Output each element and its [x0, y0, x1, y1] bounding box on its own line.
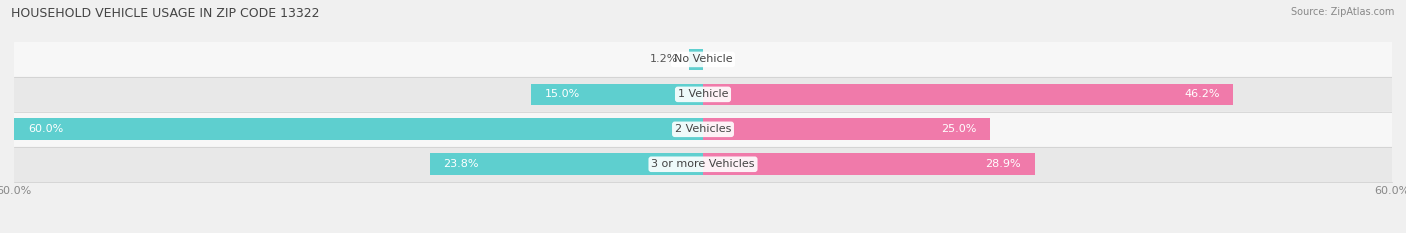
Text: HOUSEHOLD VEHICLE USAGE IN ZIP CODE 13322: HOUSEHOLD VEHICLE USAGE IN ZIP CODE 1332… — [11, 7, 319, 20]
Text: 23.8%: 23.8% — [443, 159, 479, 169]
Text: 28.9%: 28.9% — [986, 159, 1021, 169]
Text: 3 or more Vehicles: 3 or more Vehicles — [651, 159, 755, 169]
Text: 25.0%: 25.0% — [941, 124, 976, 134]
Bar — [14, 118, 703, 140]
Bar — [703, 118, 990, 140]
Text: 46.2%: 46.2% — [1184, 89, 1219, 99]
Text: 1 Vehicle: 1 Vehicle — [678, 89, 728, 99]
Bar — [14, 112, 1392, 147]
Bar — [430, 153, 703, 175]
Bar — [689, 49, 703, 70]
Bar — [14, 42, 1392, 77]
Text: Source: ZipAtlas.com: Source: ZipAtlas.com — [1291, 7, 1395, 17]
Text: 2 Vehicles: 2 Vehicles — [675, 124, 731, 134]
Text: 60.0%: 60.0% — [28, 124, 63, 134]
Bar — [14, 77, 1392, 112]
Text: 15.0%: 15.0% — [544, 89, 579, 99]
Bar — [703, 153, 1035, 175]
Bar — [703, 83, 1233, 105]
Text: 1.2%: 1.2% — [650, 55, 678, 64]
Bar — [14, 147, 1392, 182]
Text: No Vehicle: No Vehicle — [673, 55, 733, 64]
Bar — [531, 83, 703, 105]
